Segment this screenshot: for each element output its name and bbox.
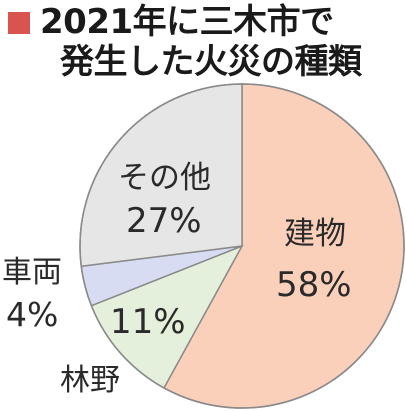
slice-value-sharyo: 4% <box>6 295 58 334</box>
slice-value-rinya: 11% <box>110 302 186 342</box>
slice-label-sharyo: 車両 <box>2 255 62 290</box>
pie-labels: 建物 58% 11% 林野 車両 4% その他 27% <box>2 160 352 398</box>
pie-outline <box>79 83 405 409</box>
title-line-1: 2021年に三木市で <box>40 2 334 42</box>
slice-value-tatemono: 58% <box>276 265 352 305</box>
slice-value-sonota: 27% <box>126 201 202 241</box>
title-line-2: 発生した火災の種類 <box>60 42 362 82</box>
pie-slices <box>79 83 405 409</box>
title-marker <box>8 12 30 34</box>
slice-label-tatemono: 建物 <box>284 216 346 252</box>
slice-label-sonota: その他 <box>118 160 211 196</box>
slice-label-rinya: 林野 <box>60 363 120 398</box>
